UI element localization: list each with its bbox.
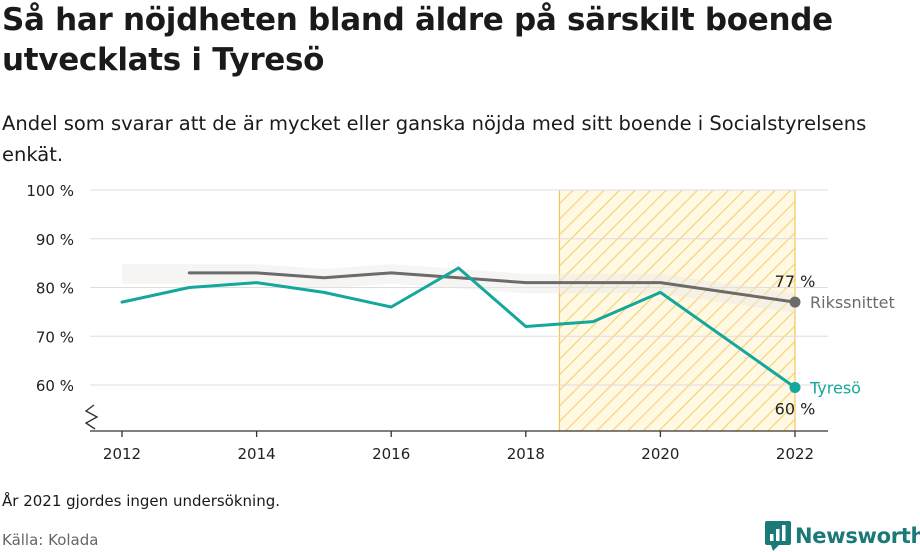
- y-tick-label: 90 %: [36, 231, 74, 249]
- x-tick-label: 2014: [238, 445, 276, 463]
- series-end-point-rikssnittet: [789, 296, 801, 308]
- x-tick-label: 2018: [507, 445, 545, 463]
- page-title: Så har nöjdheten bland äldre på särskilt…: [2, 2, 833, 78]
- x-tick-label: 2016: [372, 445, 410, 463]
- series-label-tyresö: Tyresö: [809, 378, 861, 397]
- y-tick-label: 80 %: [36, 280, 74, 298]
- series-end-point-tyresö: [789, 381, 801, 393]
- y-tick-label: 70 %: [36, 328, 74, 346]
- series-label-rikssnittet: Rikssnittet: [810, 293, 895, 312]
- x-tick-label: 2022: [776, 445, 814, 463]
- series-line-rikssnittet: [187, 271, 797, 304]
- x-tick-label: 2020: [641, 445, 679, 463]
- brand-name: Newsworthy: [795, 524, 920, 548]
- x-tick-label: 2012: [103, 445, 141, 463]
- y-tick-label: 60 %: [36, 377, 74, 395]
- value-label-rikssnittet: 77 %: [775, 272, 816, 291]
- series-line-tyresö: [120, 266, 797, 389]
- source-note: Källa: Kolada: [2, 531, 99, 549]
- line-chart: 60 % 70 % 80 % 90 % 100 % 2012 2014 2016 2018 20…: [26, 182, 895, 463]
- y-tick-label: 100 %: [26, 182, 74, 200]
- axis-break-icon: [84, 404, 99, 430]
- value-label-tyresö: 60 %: [775, 399, 816, 418]
- newsworthy-logo: Newsworthy: [765, 520, 920, 552]
- footnote: År 2021 gjordes ingen undersökning.: [2, 492, 281, 510]
- highlight-period: [559, 190, 795, 431]
- newsworthy-logo-icon: [765, 521, 791, 551]
- chart-subtitle: Andel som svarar att de är mycket eller …: [2, 112, 867, 166]
